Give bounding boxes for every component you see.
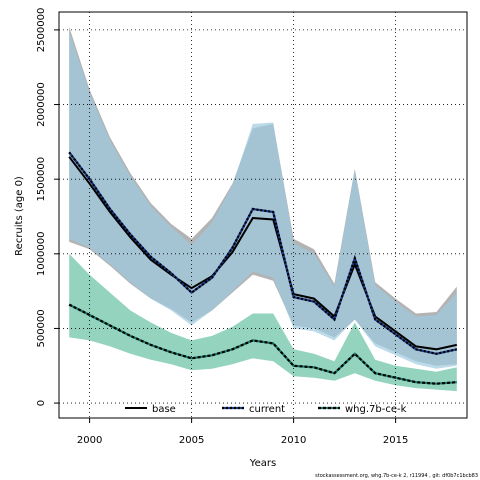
y-tick-label: 2500000 [36, 8, 47, 53]
x-axis: 2000 2005 2010 2015 [77, 418, 408, 446]
x-axis-title: Years [249, 458, 276, 469]
y-tick-label: 1000000 [36, 232, 47, 277]
series-line-overlay-whg.7b-ce-k [68, 303, 457, 385]
legend-label-current: current [249, 404, 285, 415]
confidence-bands [69, 26, 457, 392]
band-whg.7b-ce-k [69, 253, 457, 392]
y-tick-label: 2000000 [36, 82, 47, 127]
x-tick-label: 2015 [383, 435, 408, 446]
x-tick-label: 2010 [281, 435, 306, 446]
y-axis: 0 500000 1000000 1500000 2000000 2500000 [36, 8, 59, 406]
y-tick-label: 0 [36, 400, 47, 406]
series-line-current [68, 151, 458, 355]
x-tick-label: 2005 [179, 435, 204, 446]
legend-label-base: base [152, 404, 176, 415]
band-current [69, 31, 457, 369]
series-line-base [68, 156, 458, 351]
legend: base current whg.7b-ce-k [125, 404, 407, 415]
plot-frame [58, 11, 468, 419]
y-tick-label: 500000 [36, 309, 47, 347]
series-lines [68, 151, 458, 385]
y-axis-title: Recruits (age 0) [14, 176, 25, 256]
legend-label-whg.7b-ce-k: whg.7b-ce-k [345, 404, 407, 415]
x-tick-label: 2000 [77, 435, 102, 446]
y-tick-label: 1500000 [36, 157, 47, 202]
footer-credit: stockassessment.org, whg.7b-ce-k 2, r119… [315, 473, 478, 479]
grid-lines [59, 12, 467, 418]
